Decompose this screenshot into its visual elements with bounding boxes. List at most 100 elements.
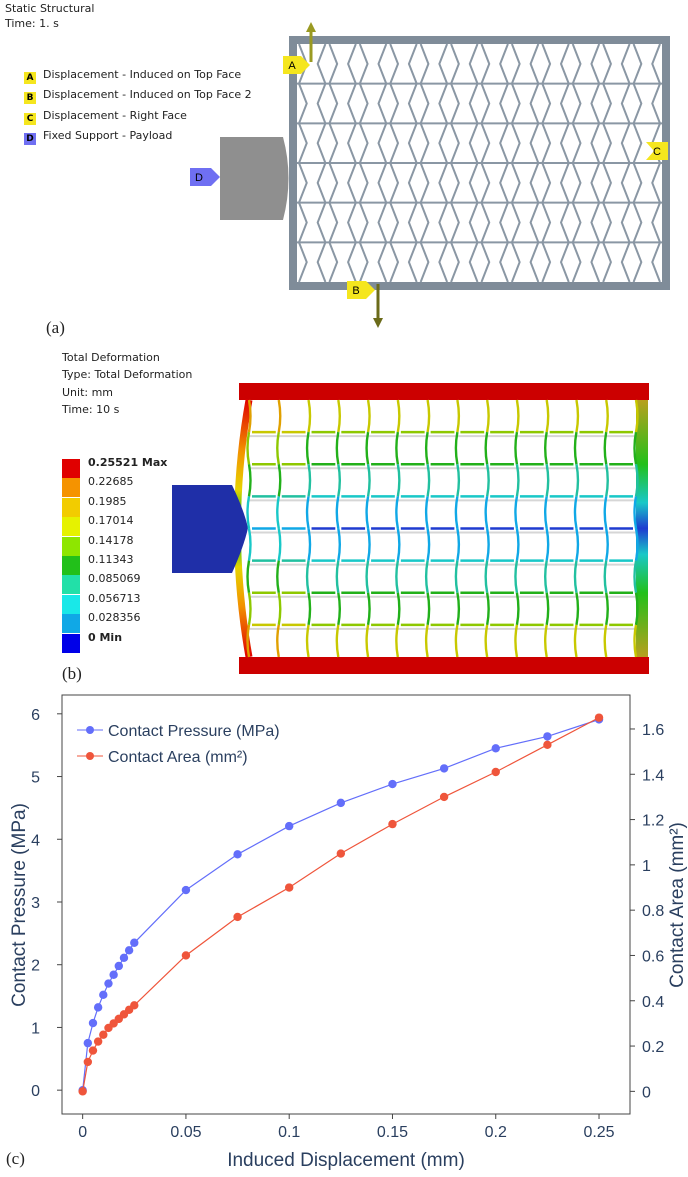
lattice-strut [605, 399, 609, 433]
pressure-point [99, 990, 108, 1000]
lattice-cell [328, 122, 357, 164]
lattice-cell [389, 162, 418, 204]
pressure-point [124, 946, 134, 955]
lattice-strut [575, 528, 580, 561]
y2-tick-label: 0.2 [642, 1039, 664, 1056]
lattice-strut [395, 496, 400, 529]
lattice-strut [575, 592, 580, 626]
lattice-cell [632, 241, 661, 283]
auxetic-lattice [297, 43, 662, 283]
lattice-strut [365, 624, 370, 658]
x-tick-label: 0.1 [278, 1124, 300, 1141]
lattice-strut [307, 592, 312, 626]
lattice-strut [573, 560, 578, 593]
lattice-strut [396, 592, 401, 626]
lattice-strut [634, 399, 639, 433]
lattice-cell [358, 241, 388, 283]
lattice-strut [395, 560, 400, 593]
legend-label-c: Displacement - Right Face [43, 109, 187, 122]
area-point [336, 849, 346, 858]
lattice-cell [480, 202, 509, 243]
pressure-point [104, 979, 113, 988]
colorbar-label: 0.1985 [88, 494, 127, 508]
lattice-cell [480, 241, 509, 283]
lattice-cell [419, 162, 449, 204]
lattice-strut [454, 431, 459, 465]
y-tick-label: 4 [31, 832, 40, 849]
chart-legend: Contact Pressure (MPa) Contact Area (mm²… [77, 723, 280, 766]
lattice-strut [484, 431, 489, 465]
lattice-cell [298, 241, 327, 283]
lattice-strut [365, 431, 370, 465]
lattice-strut [365, 560, 370, 593]
lattice-strut [395, 624, 400, 658]
pressure-point [388, 779, 397, 789]
marker-c-flag [646, 142, 668, 160]
analysis-time: Time: 1. s [5, 17, 59, 30]
lattice-strut [396, 528, 401, 561]
lattice-cell [450, 43, 479, 85]
pressure-point [83, 1038, 93, 1048]
result-time: Time: 10 s [62, 403, 120, 416]
colorbar-swatch [62, 478, 80, 498]
marker-c-label: C [653, 146, 661, 158]
pressure-point [285, 821, 294, 831]
y2-tick-label: 0.4 [642, 994, 664, 1011]
lattice-strut [605, 528, 609, 561]
lattice-strut [515, 464, 520, 497]
legend-badge-b: B [24, 92, 36, 104]
y-tick-label: 2 [31, 958, 40, 975]
pressure-point [93, 1003, 103, 1012]
area-point [93, 1037, 103, 1046]
lattice-strut [603, 431, 608, 465]
lattice-cell [632, 202, 661, 243]
undeformed-ghost [249, 435, 636, 630]
pressure-point [439, 764, 449, 773]
lattice-strut [633, 560, 638, 593]
lattice-strut [543, 624, 548, 658]
lattice-strut [246, 560, 251, 593]
legend-label-area: Contact Area (mm²) [108, 749, 248, 766]
y-axis-ticks: 0 1 2 3 4 5 6 [31, 707, 62, 1100]
lattice-strut [305, 560, 310, 593]
lattice-strut [634, 528, 639, 561]
deformed-lattice [246, 399, 639, 658]
lattice-cell [602, 83, 631, 124]
lattice-cell [510, 202, 540, 243]
lattice-cell [450, 202, 479, 243]
colorbar-label: 0.085069 [88, 572, 141, 586]
lattice-strut [515, 399, 520, 433]
lattice-strut [515, 592, 520, 626]
colorbar-label: 0.11343 [88, 553, 134, 566]
lattice-cell [571, 43, 601, 85]
lattice-strut [277, 464, 282, 497]
lattice-cell [480, 43, 509, 85]
lattice-cell [571, 83, 601, 124]
lattice-strut [247, 464, 252, 497]
lattice-cell [389, 241, 418, 283]
area-point [83, 1057, 93, 1067]
colorbar-label: 0.17014 [88, 514, 134, 528]
lattice-cell [419, 202, 449, 243]
area-point [543, 740, 552, 750]
colorbar-swatch [62, 459, 80, 478]
y2-tick-label: 1.4 [642, 767, 664, 784]
lattice-strut [424, 560, 429, 593]
lattice-cell [480, 162, 509, 204]
legend-label-a: Displacement - Induced on Top Face [43, 68, 242, 81]
lattice-cell [328, 202, 357, 243]
lattice-cell [419, 83, 449, 124]
lattice-strut [543, 431, 548, 465]
lattice-cell [298, 202, 327, 243]
lattice-strut [485, 399, 490, 433]
y-tick-label: 5 [31, 770, 40, 787]
legend-item-d: D Fixed Support - Payload [24, 129, 172, 145]
lattice-frame [289, 36, 670, 290]
lattice-strut [484, 496, 489, 529]
lattice-strut [634, 592, 639, 626]
lattice-strut [277, 399, 282, 433]
area-point [78, 1087, 87, 1096]
lattice-strut [485, 528, 490, 561]
lattice-cell [632, 162, 661, 204]
pressure-point [491, 744, 500, 753]
